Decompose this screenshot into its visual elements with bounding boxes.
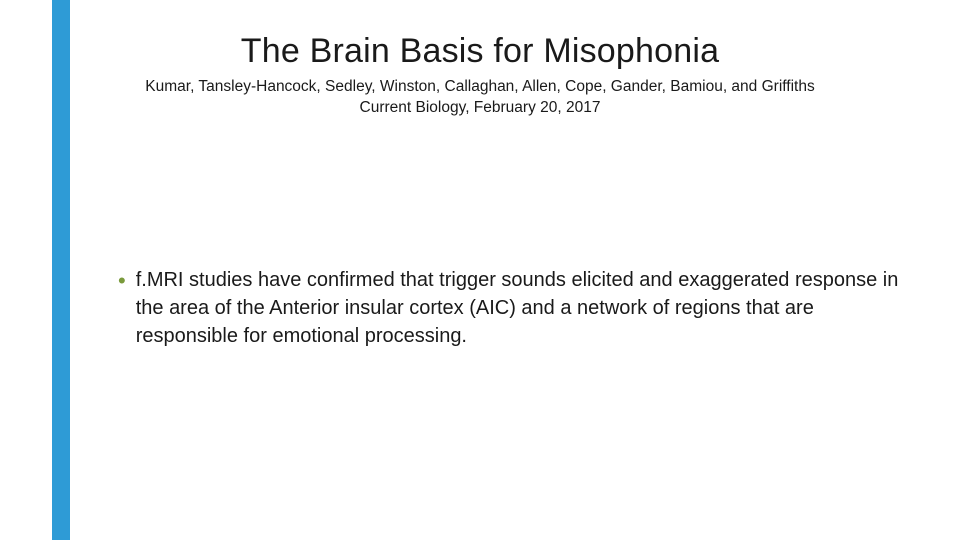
authors-line: Kumar, Tansley-Hancock, Sedley, Winston,… xyxy=(0,78,960,96)
bullet-dot-icon: • xyxy=(118,268,126,294)
slide-title: The Brain Basis for Misophonia xyxy=(0,32,960,71)
slide: The Brain Basis for Misophonia Kumar, Ta… xyxy=(0,0,960,540)
body-area: • f.MRI studies have confirmed that trig… xyxy=(118,266,900,350)
journal-line: Current Biology, February 20, 2017 xyxy=(0,99,960,117)
bullet-text: f.MRI studies have confirmed that trigge… xyxy=(136,266,900,350)
bullet-item: • f.MRI studies have confirmed that trig… xyxy=(118,266,900,350)
